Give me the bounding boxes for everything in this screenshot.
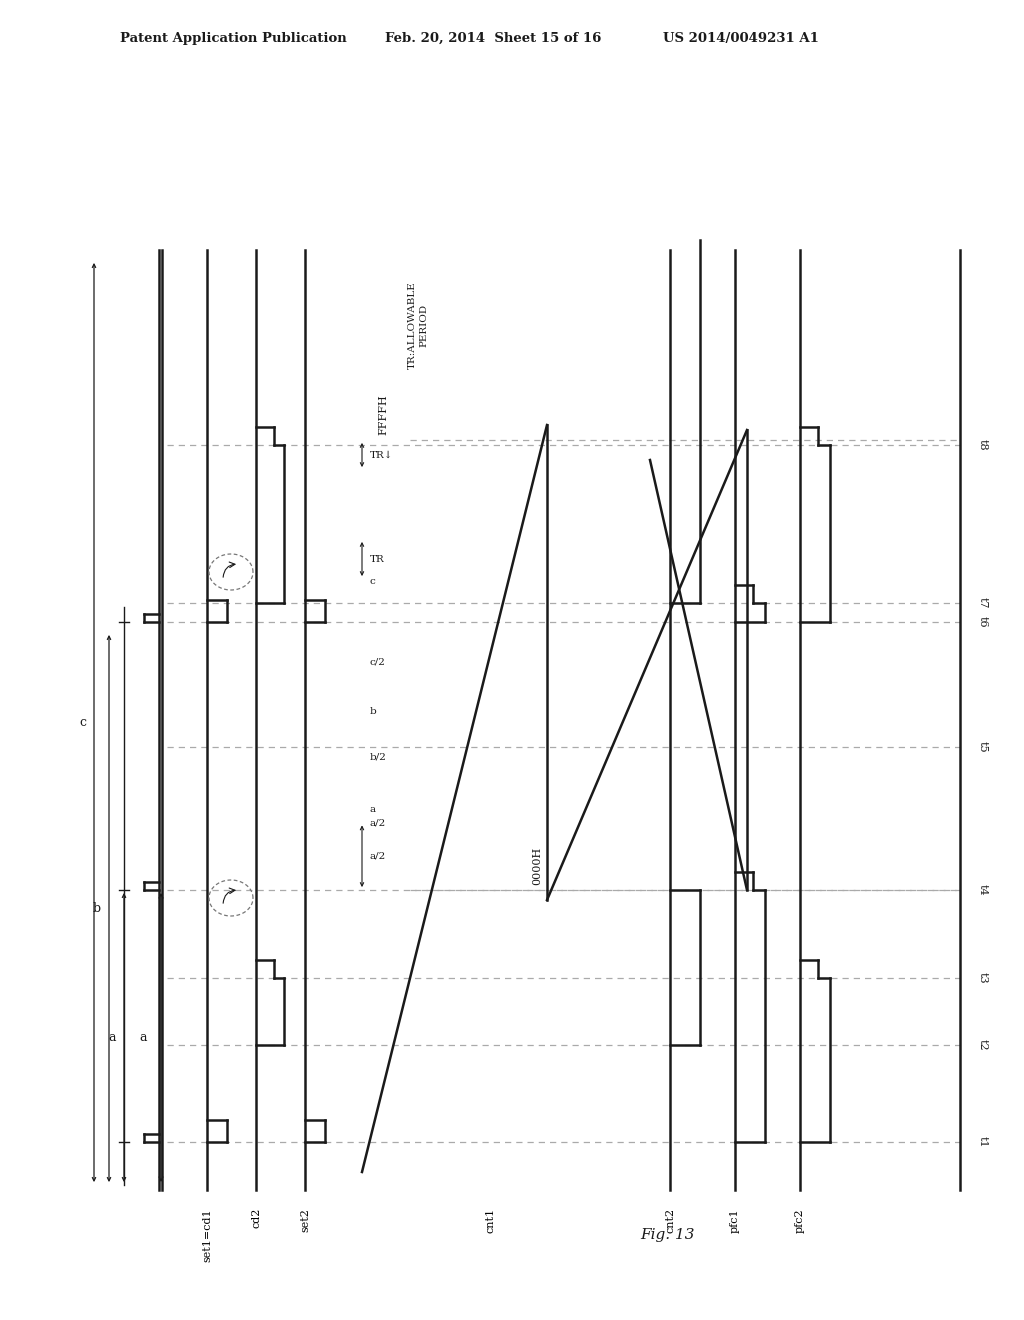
Text: t1: t1 — [978, 1137, 988, 1148]
Text: a: a — [370, 804, 376, 813]
Text: t5: t5 — [978, 742, 988, 752]
Text: a: a — [139, 1031, 147, 1044]
Text: TR↓: TR↓ — [370, 450, 393, 459]
Text: c: c — [79, 715, 86, 729]
Text: c/2: c/2 — [370, 657, 386, 667]
Text: a: a — [109, 1031, 116, 1044]
Text: cnt1: cnt1 — [485, 1208, 495, 1233]
Text: Feb. 20, 2014  Sheet 15 of 16: Feb. 20, 2014 Sheet 15 of 16 — [385, 32, 601, 45]
Text: set2: set2 — [300, 1208, 310, 1232]
Text: b/2: b/2 — [370, 752, 387, 762]
Text: pfc2: pfc2 — [795, 1208, 805, 1233]
Text: Patent Application Publication: Patent Application Publication — [120, 32, 347, 45]
Text: US 2014/0049231 A1: US 2014/0049231 A1 — [663, 32, 819, 45]
Text: FFFFH: FFFFH — [378, 395, 388, 436]
Text: 0000H: 0000H — [532, 846, 542, 884]
Text: set1=cd1: set1=cd1 — [202, 1208, 212, 1262]
Text: TR: TR — [370, 554, 385, 564]
Text: t4: t4 — [978, 884, 988, 896]
Text: b: b — [93, 902, 101, 915]
Text: t3: t3 — [978, 973, 988, 983]
Text: cnt2: cnt2 — [665, 1208, 675, 1233]
Text: b: b — [370, 706, 377, 715]
Text: c: c — [370, 577, 376, 586]
Text: pfc1: pfc1 — [730, 1208, 740, 1233]
Text: a/2: a/2 — [370, 818, 386, 828]
Text: a/2: a/2 — [370, 851, 386, 861]
Text: TR:ALLOWABLE
PERIOD: TR:ALLOWABLE PERIOD — [408, 281, 428, 368]
Text: t7: t7 — [978, 597, 988, 609]
Text: t2: t2 — [978, 1039, 988, 1051]
Text: t6: t6 — [978, 616, 988, 628]
Text: cd2: cd2 — [251, 1208, 261, 1229]
Text: Fig. 13: Fig. 13 — [640, 1228, 694, 1242]
Text: t8: t8 — [978, 440, 988, 451]
